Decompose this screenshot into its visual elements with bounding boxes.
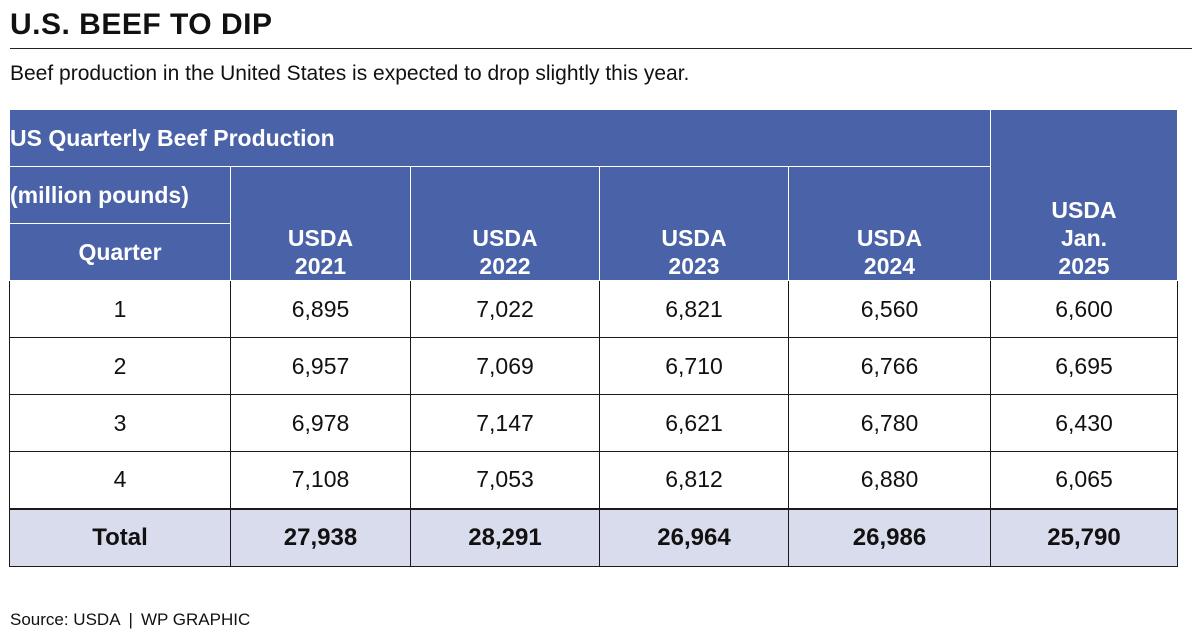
table-row-4-label: 4 xyxy=(9,451,231,509)
table-row-4-value-2: 7,053 xyxy=(410,451,600,509)
total-row-value-4: 26,986 xyxy=(788,507,991,567)
table-title: US Quarterly Beef Production xyxy=(9,109,991,167)
col-header-3: USDA 2023 xyxy=(599,166,789,281)
beef-production-table: US Quarterly Beef Production USDA Jan. 2… xyxy=(9,109,1178,567)
total-row-value-5: 25,790 xyxy=(990,507,1178,567)
table-row-1-value-5: 6,600 xyxy=(990,280,1178,338)
table-row-2-value-3: 6,710 xyxy=(599,337,789,395)
table-row-3-value-1: 6,978 xyxy=(230,394,411,452)
table-row-2-value-1: 6,957 xyxy=(230,337,411,395)
table-row-3-value-5: 6,430 xyxy=(990,394,1178,452)
total-row-value-3: 26,964 xyxy=(599,507,789,567)
chart-title: U.S. BEEF TO DIP xyxy=(10,8,273,41)
table-row-1: 1 6,895 7,022 6,821 6,560 6,600 xyxy=(9,280,1178,338)
source-line: Source: USDA | WP GRAPHIC xyxy=(10,610,250,630)
table-body: 1 6,895 7,022 6,821 6,560 6,600 2 6,957 7,069 6,7… xyxy=(9,280,1178,567)
source-text: Source: USDA xyxy=(10,610,121,629)
col-header-5: USDA Jan. 2025 xyxy=(990,109,1178,281)
credit-text: WP GRAPHIC xyxy=(140,610,251,629)
source-separator: | xyxy=(128,610,133,629)
col-header-3-line-1: USDA xyxy=(661,225,727,251)
table-row-3-value-3: 6,621 xyxy=(599,394,789,452)
table-row-4-value-1: 7,108 xyxy=(230,451,411,509)
col-header-1-line-1: USDA xyxy=(287,225,354,251)
table-row-2-label: 2 xyxy=(9,337,231,395)
col-header-5-line-2: Jan. xyxy=(1060,225,1108,251)
col-header-5-line-1: USDA xyxy=(1051,197,1117,223)
table-row-4: 4 7,108 7,053 6,812 6,880 6,065 xyxy=(9,451,1178,509)
col-header-4: USDA 2024 xyxy=(788,166,991,281)
col-header-1-line-2: 2021 xyxy=(294,253,347,279)
table-row-1-value-2: 7,022 xyxy=(410,280,600,338)
chart-subtitle: Beef production in the United States is … xyxy=(10,62,690,85)
table-row-1-label: 1 xyxy=(9,280,231,338)
col-header-4-line-1: USDA xyxy=(856,225,923,251)
col-header-2-line-2: 2022 xyxy=(479,253,531,279)
col-header-4-line-2: 2024 xyxy=(863,253,916,279)
table-row-4-value-4: 6,880 xyxy=(788,451,991,509)
units-label: (million pounds) xyxy=(9,166,231,224)
table-row-4-value-3: 6,812 xyxy=(599,451,789,509)
quarter-header: Quarter xyxy=(9,223,231,281)
title-rule xyxy=(10,48,1192,49)
table-row-2-value-4: 6,766 xyxy=(788,337,991,395)
table-row-3: 3 6,978 7,147 6,621 6,780 6,430 xyxy=(9,394,1178,452)
table-row-3-value-4: 6,780 xyxy=(788,394,991,452)
table-row-3-label: 3 xyxy=(9,394,231,452)
table-row-1-value-1: 6,895 xyxy=(230,280,411,338)
table-row-4-value-5: 6,065 xyxy=(990,451,1178,509)
table-row-2-value-5: 6,695 xyxy=(990,337,1178,395)
col-header-2-line-1: USDA xyxy=(472,225,538,251)
col-header-1: USDA 2021 xyxy=(230,166,411,281)
table-row-1-value-4: 6,560 xyxy=(788,280,991,338)
table-row-1-value-3: 6,821 xyxy=(599,280,789,338)
total-row-label: Total xyxy=(9,507,231,567)
total-row-value-1: 27,938 xyxy=(230,507,411,567)
col-header-3-line-2: 2023 xyxy=(668,253,720,279)
table-row-2: 2 6,957 7,069 6,710 6,766 6,695 xyxy=(9,337,1178,395)
col-header-2: USDA 2022 xyxy=(410,166,600,281)
total-row: Total 27,938 28,291 26,964 26,986 25,790 xyxy=(9,507,1178,567)
table-row-3-value-2: 7,147 xyxy=(410,394,600,452)
table-row-2-value-2: 7,069 xyxy=(410,337,600,395)
col-header-5-line-3: 2025 xyxy=(1058,253,1110,279)
total-row-value-2: 28,291 xyxy=(410,507,600,567)
